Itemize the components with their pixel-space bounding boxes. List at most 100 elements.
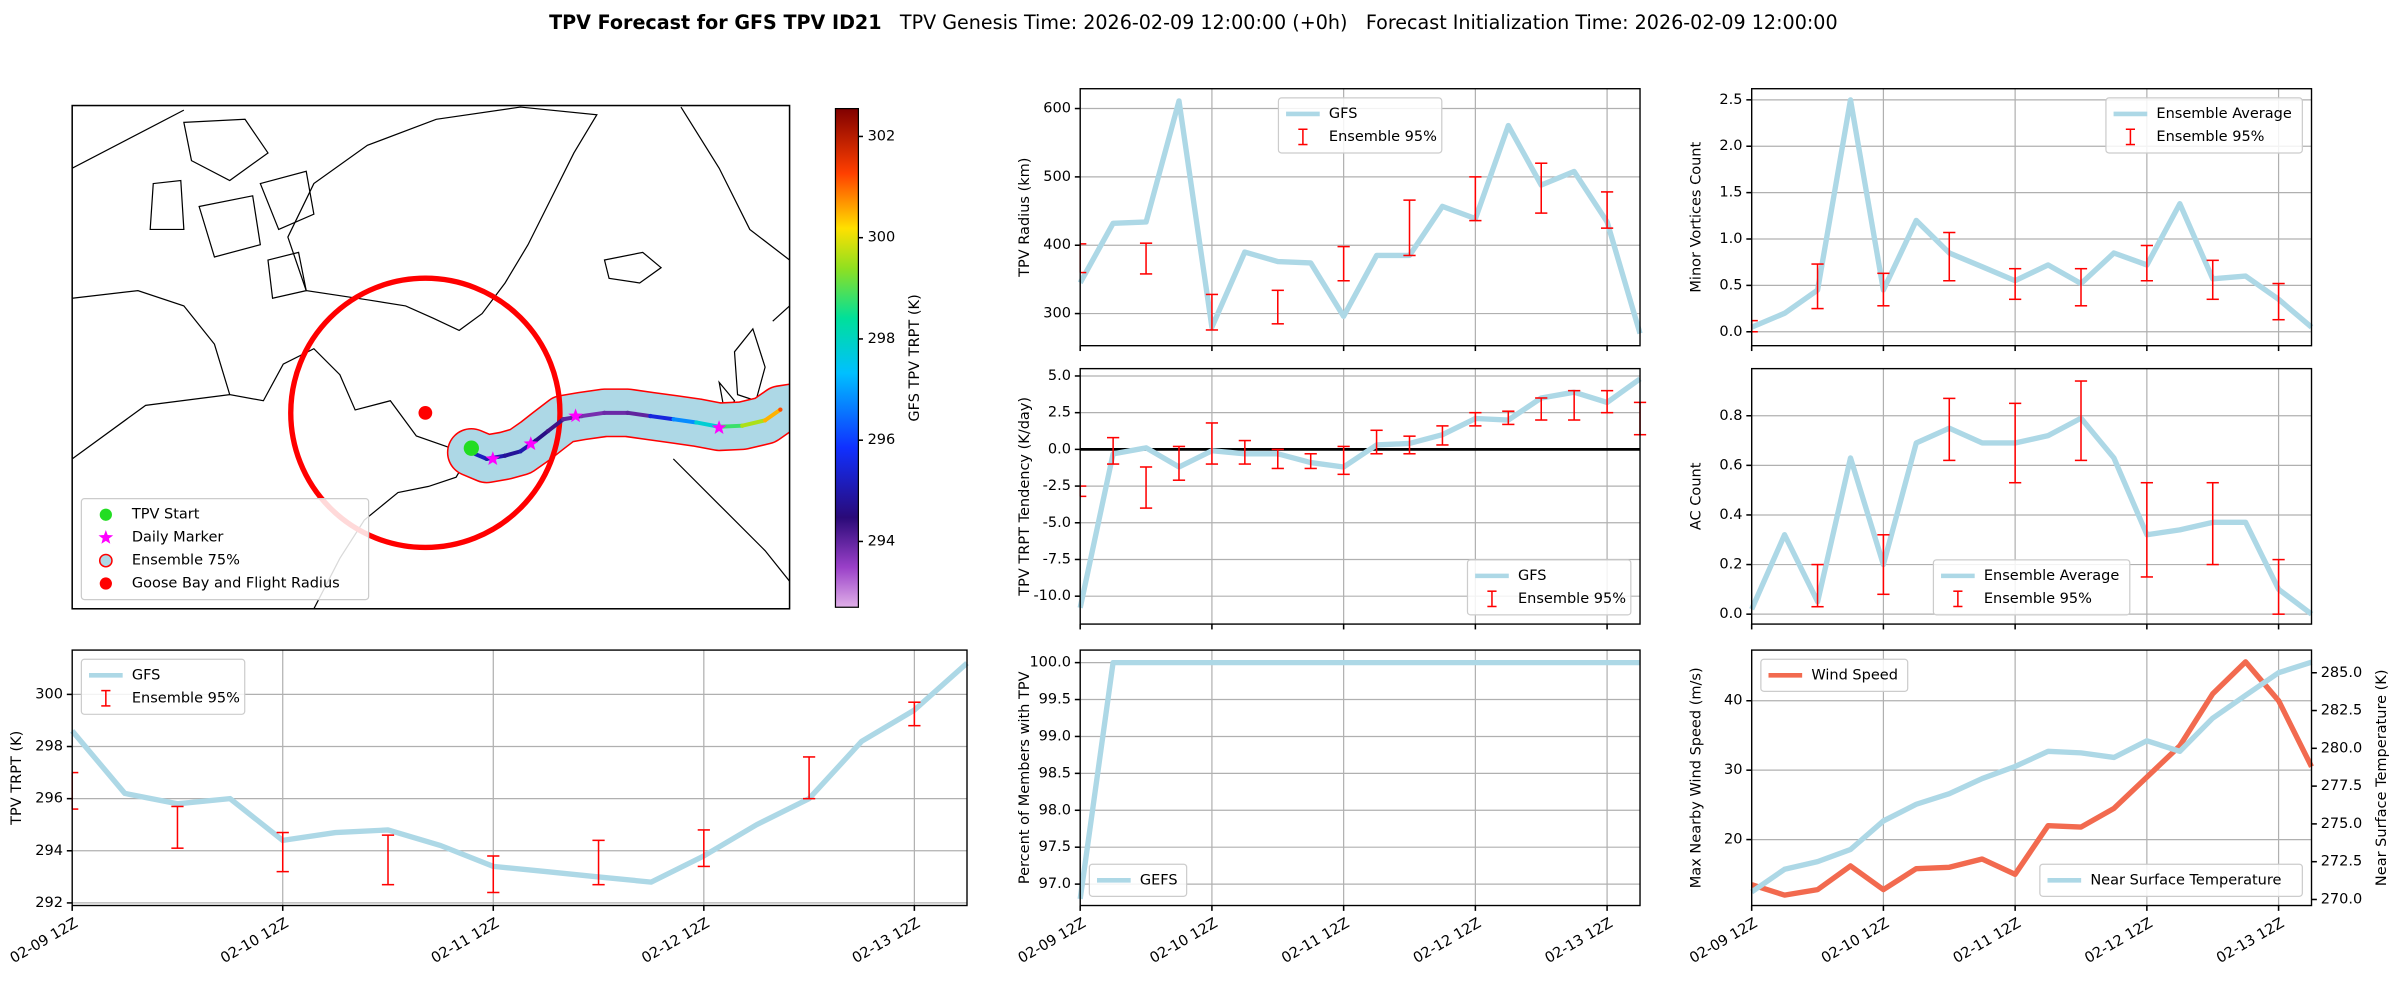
error-bar	[1337, 445, 1350, 476]
daily-marker	[485, 451, 501, 465]
legend: Ensemble Average Ensemble 95%	[1932, 559, 2131, 616]
y-tick-label: 0.0	[1048, 441, 1071, 457]
error-bar	[1271, 448, 1284, 470]
track-segment	[546, 417, 566, 434]
legend-box	[1088, 863, 1188, 897]
axes-frame	[1750, 367, 2313, 625]
x-tick-label: 02-12 12Z	[2082, 915, 2155, 966]
y-tick-label: 600	[1043, 101, 1071, 117]
y-axis-label: TPV TRPT Tendency (K/day)	[1017, 397, 1033, 597]
error-bar	[1811, 563, 1824, 608]
y2-axis-label: Near Surface Temperature (K)	[2374, 670, 2390, 887]
error-bar	[381, 834, 395, 886]
legend-box	[2105, 97, 2303, 154]
error-bar	[2272, 282, 2285, 321]
y2-tick-label: 280.0	[2321, 740, 2363, 756]
track-segment	[625, 410, 653, 419]
flight-radius	[288, 275, 563, 551]
x-tick-label: 02-12 12Z	[639, 915, 712, 966]
series-line	[1750, 659, 2313, 895]
y-tick-label: 300	[1043, 306, 1071, 322]
legend-dot	[99, 508, 112, 521]
y-tick-label: -10.0	[1033, 588, 1071, 604]
y-tick-label: 1.0	[1719, 231, 1742, 247]
daily-marker	[568, 408, 583, 423]
legend-label: GFS	[1518, 568, 1547, 584]
x-tick-label: 02-13 12Z	[2214, 915, 2287, 966]
x-tick-label: 02-10 12Z	[1147, 915, 1220, 966]
error-bar	[1139, 466, 1153, 509]
goose-bay	[418, 405, 433, 420]
track-point	[625, 410, 630, 415]
mainland	[72, 289, 468, 609]
axes-frame	[71, 649, 968, 907]
legend-box	[2039, 863, 2303, 897]
track-segment	[533, 429, 550, 443]
error-bar	[1535, 397, 1548, 421]
error-bar	[1205, 293, 1219, 331]
error-bar	[487, 855, 500, 894]
legend: GFS Ensemble 95%	[1466, 559, 1632, 616]
series-line	[1077, 376, 1642, 609]
error-bar	[1436, 425, 1449, 446]
y-axis-label: TPV Radius (km)	[1017, 158, 1033, 278]
error-bar	[1205, 422, 1219, 465]
y-tick-label: 20	[1724, 832, 1742, 848]
title-init: Forecast Initialization Time: 2026-02-09…	[1366, 10, 1838, 33]
legend-label: Ensemble 75%	[132, 553, 240, 569]
x-tick-label: 02-09 12Z	[8, 915, 81, 966]
y-tick-label: 98.5	[1039, 765, 1071, 781]
y2-tick-label: 285.0	[2321, 665, 2363, 681]
colorbar-label: GFS TPV TRPT (K)	[907, 294, 923, 421]
track-point	[694, 420, 699, 425]
legend-box	[1760, 658, 1909, 692]
error-bar	[1600, 389, 1614, 414]
europe-coast	[672, 106, 790, 582]
coastlines	[72, 106, 790, 609]
legend-label: GFS	[132, 667, 161, 683]
y-tick-label: 98.0	[1039, 802, 1071, 818]
y-tick-label: -7.5	[1043, 551, 1071, 567]
error-bar	[1304, 453, 1317, 470]
x-tick-label: 02-11 12Z	[429, 915, 502, 966]
title-main: TPV Forecast for GFS TPV ID21	[549, 10, 881, 33]
error-bar	[1107, 436, 1120, 465]
y-tick-label: 0.5	[1719, 277, 1742, 293]
error-bar	[1238, 439, 1251, 465]
legend-box	[80, 498, 370, 601]
legend-label: Goose Bay and Flight Radius	[132, 576, 340, 592]
axes-frame	[1750, 88, 2313, 347]
track-segment	[740, 418, 768, 428]
x-tick-label: 02-11 12Z	[1951, 915, 2024, 966]
y2-tick-label: 282.5	[2321, 703, 2363, 719]
colorbar-tick-label: 302	[868, 128, 896, 144]
track-segment	[503, 449, 523, 458]
y-tick-label: 0.2	[1719, 557, 1742, 573]
y-tick-label: 0.6	[1719, 457, 1742, 473]
y2-tick-label: 270.0	[2321, 891, 2363, 907]
error-bar	[276, 831, 289, 873]
error-bar	[1568, 389, 1581, 421]
colorbar	[834, 107, 860, 608]
legend-label: Wind Speed	[1811, 667, 1898, 683]
legend-star	[98, 530, 114, 544]
legend: GEFS	[1088, 863, 1188, 897]
daily-marker	[711, 420, 727, 434]
colorbar-tick-label: 294	[868, 533, 896, 549]
colorbar-tick-label: 298	[868, 331, 896, 347]
legend-label: GFS	[1329, 106, 1358, 122]
axes-frame	[1079, 367, 1641, 625]
y2-tick-label: 275.0	[2321, 816, 2363, 832]
plot-area: 300 400 500 600	[1043, 88, 1643, 352]
error-bar	[1502, 410, 1515, 426]
error-bar	[1877, 272, 1890, 307]
y-tick-label: 400	[1043, 237, 1071, 253]
y2-tick-label: 272.5	[2321, 854, 2363, 870]
x-tick-label: 02-10 12Z	[218, 915, 291, 966]
x-tick-label: 02-13 12Z	[850, 915, 923, 966]
error-bar	[2074, 267, 2088, 307]
error-bar	[1370, 429, 1383, 455]
error-bar	[2009, 402, 2022, 484]
error-bar	[1139, 242, 1153, 275]
track-point	[545, 428, 551, 434]
